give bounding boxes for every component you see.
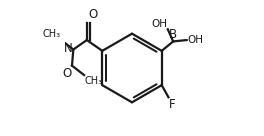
- Text: CH₃: CH₃: [85, 76, 103, 86]
- Text: O: O: [88, 8, 97, 21]
- Text: O: O: [62, 67, 71, 80]
- Text: OH: OH: [187, 35, 203, 45]
- Text: B: B: [169, 28, 177, 41]
- Text: F: F: [169, 98, 176, 111]
- Text: N: N: [64, 42, 73, 55]
- Text: CH₃: CH₃: [43, 29, 60, 39]
- Text: OH: OH: [151, 19, 167, 29]
